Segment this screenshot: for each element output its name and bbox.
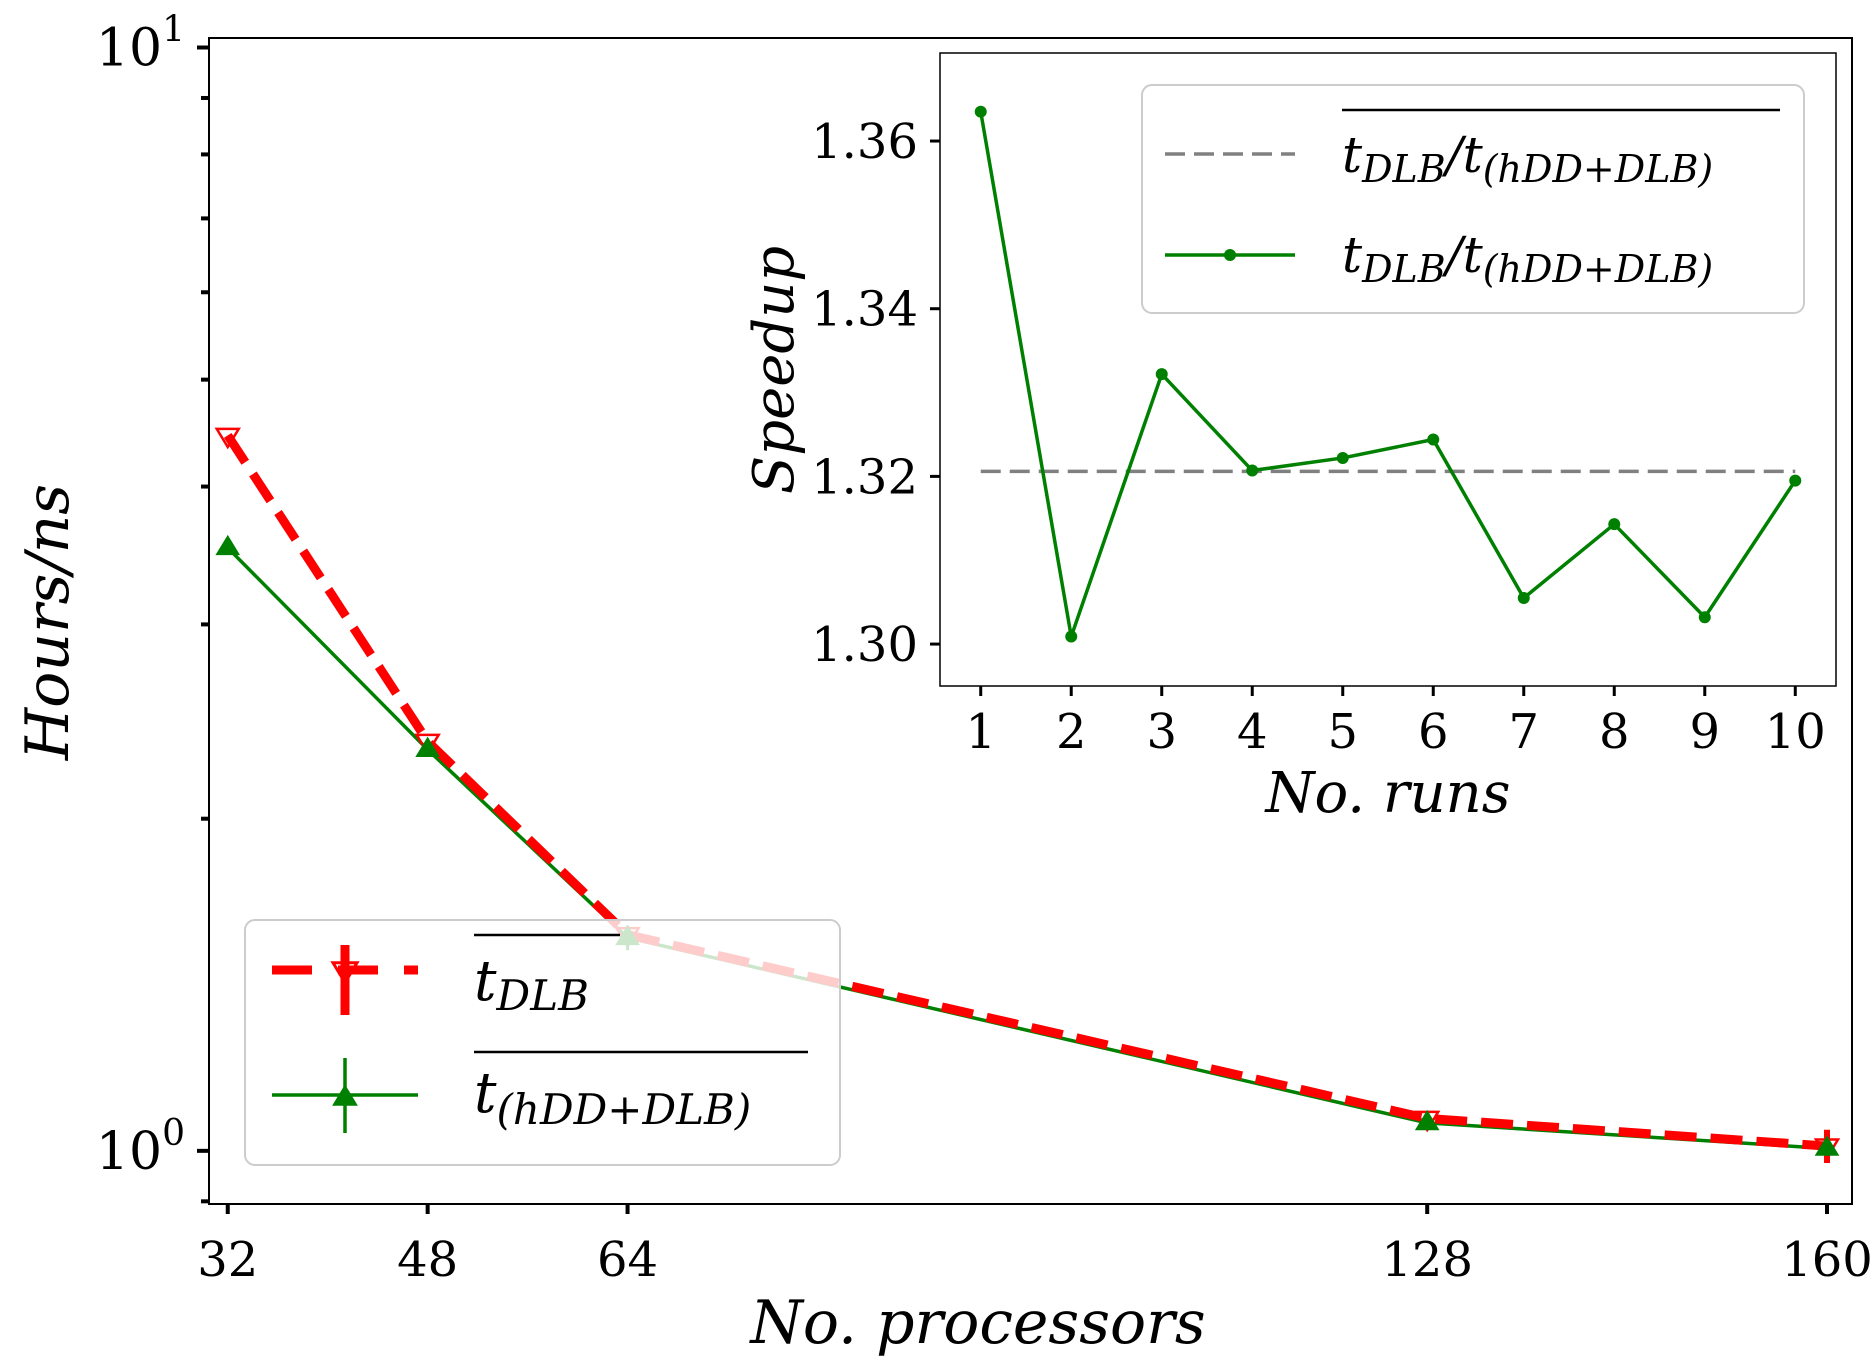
marker-t-dlb: [214, 427, 241, 450]
inset-x-tick-label: 5: [1327, 704, 1358, 760]
main-x-tick-label: 32: [197, 1232, 258, 1288]
main-x-ticks: 32 48 64 128 160: [197, 1204, 1873, 1288]
inset-y-axis-label: Speedup: [742, 246, 807, 494]
series-line-t-dlb: [223, 433, 1828, 1151]
legend-marker-t-dlb: [330, 961, 360, 986]
legend-entry-speedup-per-run: tDLB/t(hDD+DLB): [1165, 226, 1713, 291]
legend-t-hdd-dlb-main: t: [474, 1061, 497, 1126]
legend-entry-t-hdd-dlb: t(hDD+DLB): [272, 1050, 808, 1134]
inset-point-speedup: [1065, 630, 1078, 643]
legend-label-mean-speedup: tDLB/t(hDD+DLB): [1342, 126, 1713, 191]
inset-point-speedup: [1155, 368, 1168, 381]
legend-entry-mean-speedup: tDLB/t(hDD+DLB): [1165, 108, 1780, 191]
legend-label-t-hdd-dlb: t(hDD+DLB): [474, 1061, 751, 1134]
main-y-tick-label: 101: [96, 9, 185, 78]
inset-point-speedup: [1427, 433, 1440, 446]
inset-legend-1-slash: /: [1442, 226, 1467, 284]
inset-legend-1-sub: DLB: [1361, 247, 1446, 291]
inset-axes: 1.30 1.32 1.34 1.36 1 2 3 4 5 6 7 8 9 10 No. runs Sp…: [742, 52, 1837, 826]
inset-x-tick-label: 6: [1418, 704, 1449, 760]
legend-marker-t-hdd-dlb: [332, 1084, 358, 1106]
main-y-tick-exp: 0: [162, 1113, 185, 1154]
inset-y-ticks: 1.30 1.32 1.34 1.36: [811, 114, 940, 673]
inset-legend: tDLB/t(hDD+DLB) tDLB/t(hDD+DLB): [1141, 84, 1805, 314]
legend-t-hdd-dlb-sub: (hDD+DLB): [497, 1085, 752, 1134]
inset-y-tick-label: 1.32: [811, 449, 918, 505]
main-y-tick-base: 10: [96, 1122, 162, 1182]
main-x-tick-label: 64: [597, 1232, 658, 1288]
marker-t-hdd-dlb: [1814, 1135, 1840, 1156]
inset-x-ticks: 1 2 3 4 5 6 7 8 9 10: [965, 686, 1826, 760]
inset-plot-frame: [939, 52, 1837, 687]
inset-x-tick-label: 3: [1146, 704, 1177, 760]
inset-legend-0-main: t: [1342, 126, 1363, 184]
inset-legend-0-main2: t: [1463, 126, 1484, 184]
inset-point-speedup: [1336, 451, 1349, 464]
legend-entry-t-dlb: tDLB: [272, 933, 620, 1020]
inset-x-axis-label: No. runs: [1264, 761, 1511, 826]
marker-t-hdd-dlb: [1414, 1109, 1440, 1131]
inset-line-speedup-per-run: [979, 111, 1797, 639]
inset-legend-0-sub: DLB: [1361, 147, 1446, 191]
inset-x-tick-label: 1: [965, 704, 996, 760]
inset-legend-0-slash: /: [1442, 126, 1467, 184]
inset-legend-0-sub2: (hDD+DLB): [1483, 147, 1714, 191]
main-y-tick-label: 100: [96, 1113, 185, 1182]
main-y-tick-exp: 1: [162, 9, 185, 50]
inset-legend-box: [1141, 84, 1805, 314]
legend-label-speedup-per-run: tDLB/t(hDD+DLB): [1342, 226, 1713, 291]
legend-t-dlb-main: t: [474, 949, 497, 1014]
main-x-tick-label: 128: [1381, 1232, 1473, 1288]
inset-y-tick-label: 1.34: [811, 282, 918, 338]
inset-legend-1-main2: t: [1463, 226, 1484, 284]
inset-x-tick-label: 9: [1689, 704, 1720, 760]
marker-t-hdd-dlb: [415, 736, 440, 758]
inset-point-speedup: [1246, 464, 1259, 477]
legend-marker-speedup-per-run: [1224, 249, 1236, 261]
inset-y-tick-label: 1.30: [811, 617, 918, 673]
main-x-tick-label: 48: [397, 1232, 458, 1288]
inset-point-speedup: [1698, 611, 1711, 624]
inset-point-speedup: [974, 105, 987, 118]
inset-series: [974, 105, 1802, 643]
inset-point-speedup: [1608, 518, 1621, 531]
inset-x-tick-label: 4: [1237, 704, 1268, 760]
main-legend: tDLB t(hDD+DLB): [244, 919, 841, 1166]
main-x-tick-label: 160: [1781, 1232, 1873, 1288]
legend-label-t-dlb: tDLB: [474, 949, 589, 1020]
main-plot-frame: [208, 37, 1853, 1205]
marker-t-hdd-dlb: [215, 534, 241, 556]
inset-y-tick-label: 1.36: [811, 114, 918, 170]
main-y-axis-label: Hours/ns: [13, 484, 83, 761]
inset-legend-1-main: t: [1342, 226, 1363, 284]
legend-t-dlb-sub: DLB: [496, 971, 589, 1020]
inset-point-speedup: [1517, 591, 1530, 604]
inset-x-tick-label: 7: [1508, 704, 1539, 760]
inset-x-tick-label: 2: [1056, 704, 1087, 760]
inset-x-tick-label: 8: [1599, 704, 1630, 760]
inset-x-tick-label: 10: [1765, 704, 1826, 760]
main-x-axis-label: No. processors: [748, 1288, 1205, 1358]
marker-t-dlb: [414, 733, 441, 756]
inset-legend-1-sub2: (hDD+DLB): [1483, 247, 1714, 291]
main-legend-box: [244, 919, 841, 1166]
inset-point-speedup: [1789, 474, 1802, 487]
main-y-tick-base: 10: [96, 18, 162, 78]
